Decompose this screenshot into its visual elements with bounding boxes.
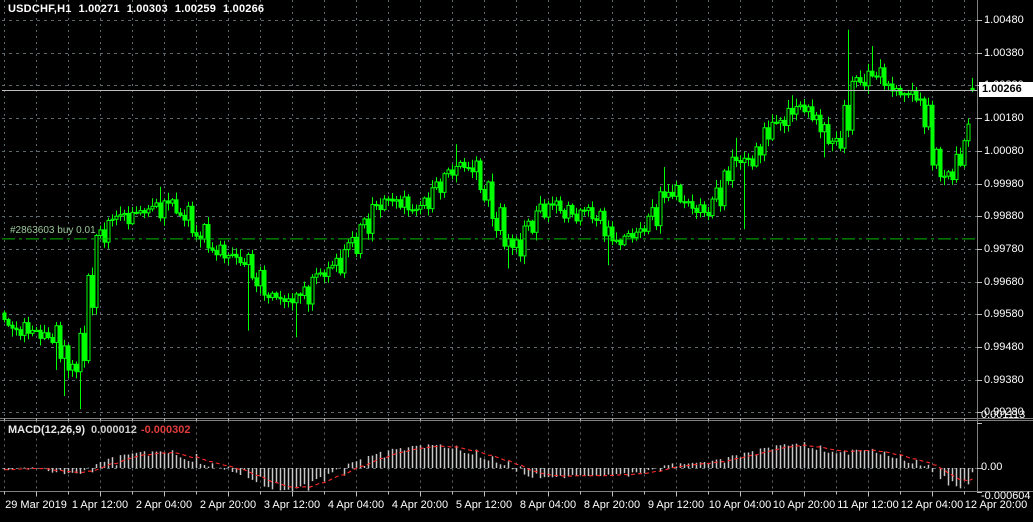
price-axis-label: 0.99880 <box>984 210 1024 222</box>
time-axis-label: 11 Apr 12:00 <box>837 499 899 511</box>
time-axis-label: 12 Apr 04:00 <box>900 499 964 511</box>
time-axis-label: 2 Apr 04:00 <box>135 499 193 511</box>
ohlc-low: 1.00259 <box>174 3 217 15</box>
macd-histogram <box>3 442 974 492</box>
price-axis-label: 0.99380 <box>984 374 1024 386</box>
macd-signal-line <box>4 444 973 489</box>
price-axis-label: 0.99280 <box>984 406 1024 418</box>
price-axis-label: 0.99980 <box>984 178 1024 190</box>
macd-signal-value: -0.000302 <box>140 424 191 436</box>
price-axis-label: 1.00080 <box>984 145 1024 157</box>
time-axis-label: 9 Apr 12:00 <box>647 499 705 511</box>
price-axis-label: 0.99780 <box>984 243 1024 255</box>
axis-ticks <box>4 20 982 497</box>
candlesticks <box>2 29 975 410</box>
chart-title: USDCHF,H1 1.00271 1.00303 1.00259 1.00266 <box>8 4 271 15</box>
price-axis-label: 0.99480 <box>984 341 1024 353</box>
time-axis-label: 12 Apr 20:00 <box>964 499 1028 511</box>
time-axis-label: 8 Apr 20:00 <box>583 499 641 511</box>
time-axis-label: 10 Apr 04:00 <box>708 499 772 511</box>
ohlc-open: 1.00271 <box>78 3 120 15</box>
ohlc-high: 1.00303 <box>126 3 168 15</box>
order-line-label[interactable]: #2863603 buy 0.01 <box>10 225 96 236</box>
time-axis-label: 10 Apr 20:00 <box>772 499 836 511</box>
current-price-tag: 1.00266 <box>979 82 1033 97</box>
time-axis-label: 5 Apr 12:00 <box>455 499 513 511</box>
macd-axis-label: 0.001113 <box>981 409 1026 421</box>
macd-name: MACD(12,26,9) <box>8 424 86 436</box>
time-axis-label: 4 Apr 20:00 <box>391 499 449 511</box>
price-axis-label: 0.99580 <box>984 308 1024 320</box>
price-axis-label: 1.00480 <box>984 14 1024 26</box>
time-axis-label: 29 Mar 2019 <box>5 499 67 511</box>
time-axis-label: 8 Apr 04:00 <box>519 499 577 511</box>
price-axis-label: 1.00380 <box>984 47 1024 59</box>
macd-main-value: 0.000012 <box>91 424 137 436</box>
time-axis-label: 1 Apr 12:00 <box>71 499 129 511</box>
price-axis-label: 0.99680 <box>984 276 1024 288</box>
macd-axis-label: -0.000604 <box>981 490 1031 502</box>
symbol-timeframe: USDCHF,H1 <box>8 3 72 15</box>
macd-indicator-label: MACD(12,26,9) 0.000012 -0.000302 <box>8 425 190 436</box>
grid-lines <box>2 0 977 492</box>
price-axis-label: 1.00180 <box>984 112 1024 124</box>
macd-axis-label: 0.00 <box>981 461 1003 473</box>
ohlc-close: 1.00266 <box>223 3 265 15</box>
time-axis-label: 3 Apr 12:00 <box>263 499 321 511</box>
time-axis-label: 2 Apr 20:00 <box>199 499 257 511</box>
time-axis-label: 4 Apr 04:00 <box>327 499 385 511</box>
